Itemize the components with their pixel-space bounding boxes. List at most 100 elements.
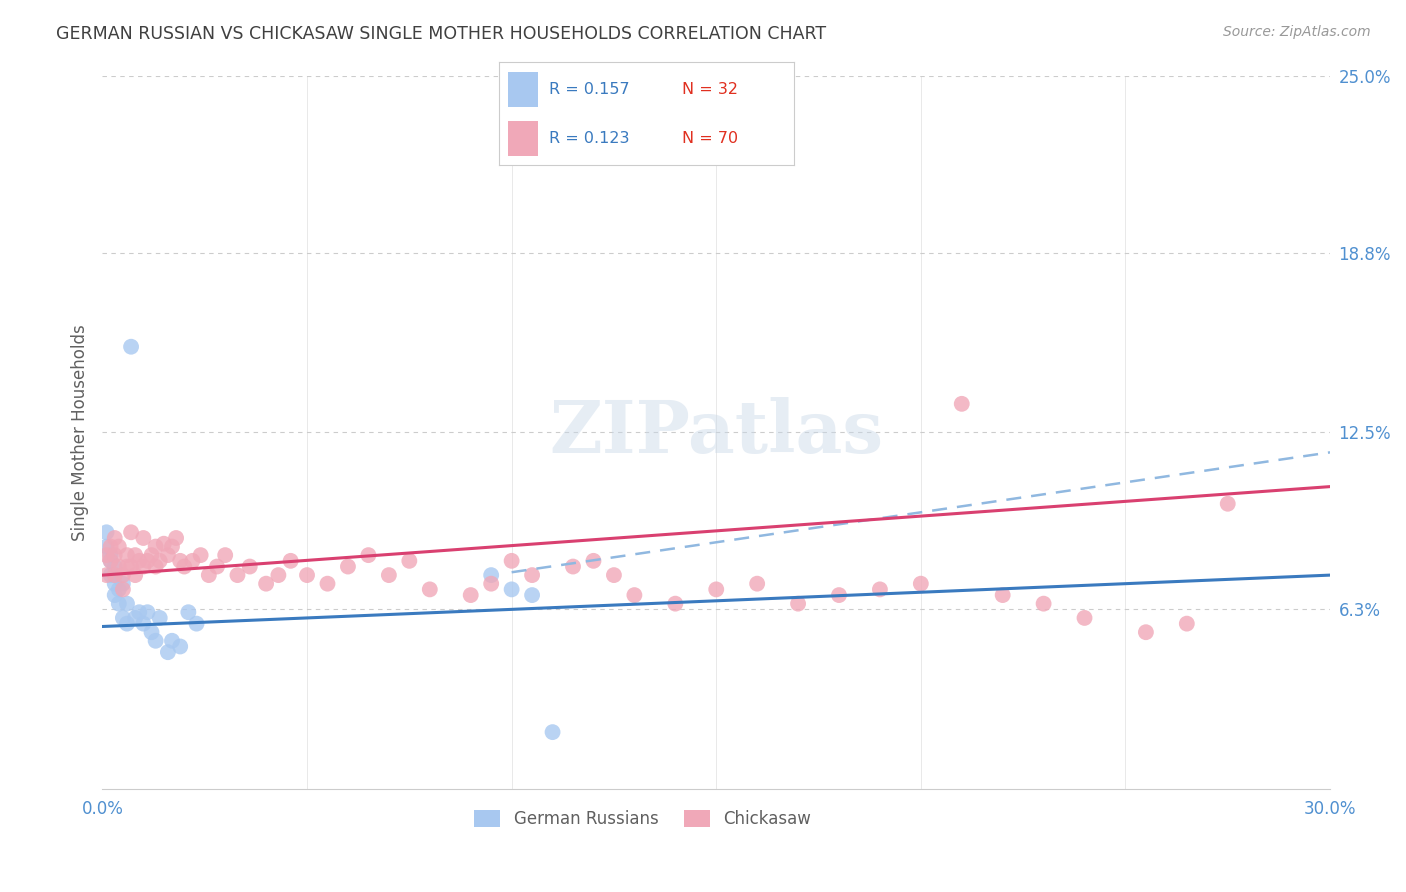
Chickasaw [214,548,236,562]
Chickasaw [501,554,523,568]
Chickasaw [160,540,183,554]
German Russians [107,597,129,611]
Chickasaw [336,559,359,574]
Chickasaw [165,531,187,545]
German Russians [160,633,183,648]
Chickasaw [787,597,810,611]
Chickasaw [107,540,129,554]
Chickasaw [316,576,339,591]
Chickasaw [747,576,769,591]
German Russians [111,576,134,591]
Chickasaw [295,568,318,582]
German Russians [96,540,118,554]
Chickasaw [181,554,204,568]
German Russians [104,559,127,574]
German Russians [145,633,167,648]
German Russians [100,548,122,562]
Chickasaw [120,525,142,540]
Chickasaw [1073,611,1095,625]
German Russians [111,611,134,625]
German Russians [115,597,138,611]
Chickasaw [419,582,441,597]
German Russians [136,605,159,619]
Chickasaw [1175,616,1198,631]
German Russians [104,576,127,591]
Chickasaw [869,582,891,597]
Text: Source: ZipAtlas.com: Source: ZipAtlas.com [1223,25,1371,39]
Chickasaw [104,568,127,582]
German Russians [96,525,118,540]
Chickasaw [173,559,195,574]
German Russians [479,568,502,582]
Chickasaw [111,582,134,597]
German Russians [107,582,129,597]
Chickasaw [104,531,127,545]
German Russians [186,616,208,631]
German Russians [115,616,138,631]
German Russians [156,645,179,659]
German Russians [100,568,122,582]
Chickasaw [239,559,262,574]
Bar [508,71,537,106]
German Russians [169,640,191,654]
Chickasaw [145,559,167,574]
Chickasaw [96,548,118,562]
Chickasaw [156,548,179,562]
German Russians [177,605,200,619]
Chickasaw [198,568,221,582]
Chickasaw [623,588,645,602]
Chickasaw [145,540,167,554]
Chickasaw [460,588,482,602]
Chickasaw [398,554,420,568]
Text: R = 0.157: R = 0.157 [550,81,630,96]
Chickasaw [664,597,686,611]
Chickasaw [828,588,851,602]
Chickasaw [704,582,727,597]
Chickasaw [141,548,163,562]
German Russians [120,340,142,354]
Chickasaw [280,554,302,568]
German Russians [124,611,146,625]
German Russians [104,588,127,602]
Chickasaw [582,554,605,568]
German Russians [132,616,155,631]
Chickasaw [128,554,150,568]
Bar [508,121,537,156]
Chickasaw [950,397,973,411]
Chickasaw [132,531,155,545]
Chickasaw [991,588,1014,602]
Chickasaw [226,568,249,582]
German Russians [149,611,172,625]
Chickasaw [120,559,142,574]
Chickasaw [205,559,228,574]
Chickasaw [100,540,122,554]
Chickasaw [100,554,122,568]
Chickasaw [520,568,543,582]
Chickasaw [132,559,155,574]
Chickasaw [1135,625,1157,640]
Chickasaw [107,559,129,574]
Chickasaw [190,548,212,562]
Chickasaw [1032,597,1054,611]
Chickasaw [357,548,380,562]
Chickasaw [153,537,176,551]
Chickasaw [136,554,159,568]
Chickasaw [104,548,127,562]
German Russians [128,605,150,619]
Chickasaw [254,576,277,591]
Chickasaw [603,568,626,582]
Chickasaw [124,568,146,582]
Legend: German Russians, Chickasaw: German Russians, Chickasaw [467,803,818,834]
German Russians [520,588,543,602]
Chickasaw [124,548,146,562]
Chickasaw [169,554,191,568]
German Russians [104,568,127,582]
Chickasaw [115,548,138,562]
Chickasaw [910,576,932,591]
Text: N = 70: N = 70 [682,131,738,146]
Chickasaw [115,559,138,574]
Chickasaw [562,559,585,574]
Chickasaw [1216,497,1239,511]
German Russians [501,582,523,597]
Chickasaw [378,568,401,582]
